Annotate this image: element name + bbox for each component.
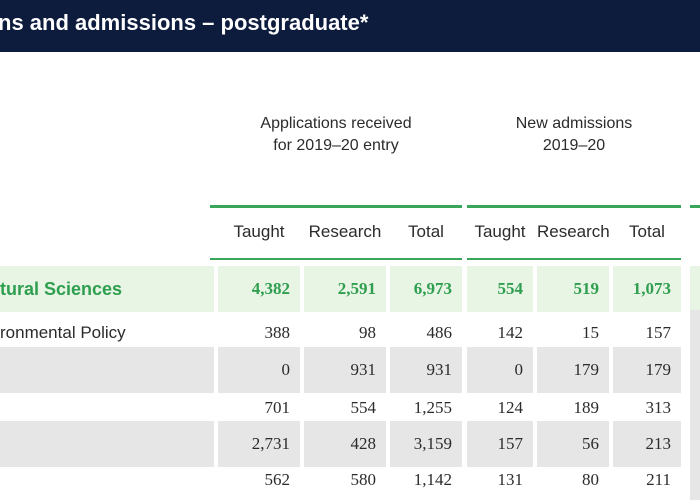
cell-adm-research: 179 — [573, 360, 600, 379]
table-row: 2,731 428 3,159 157 56 213 — [0, 421, 700, 467]
page-title: ns and admissions – postgraduate* — [0, 10, 369, 35]
table-row: 562 580 1,142 131 80 211 — [0, 457, 700, 503]
row-label-bg — [0, 347, 214, 393]
cell-app-research: 580 — [350, 470, 377, 489]
cell-app-total: 486 — [426, 323, 453, 342]
cell-adm-taught: 0 — [514, 360, 524, 379]
cell-adm-total: 1,073 — [632, 279, 671, 298]
table-row: ronmental Policy 388 98 486 142 15 157 — [0, 310, 700, 356]
col-header-app-research: Research — [308, 222, 382, 241]
group-header-applications-line2: for 2019–20 entry — [273, 137, 399, 154]
cell-adm-taught: 131 — [497, 470, 524, 489]
title-bar: ns and admissions – postgraduate* — [0, 0, 700, 52]
cell-bg — [218, 421, 300, 467]
cell-bg — [537, 347, 609, 393]
edge-accent — [690, 205, 700, 208]
cell-adm-taught: 157 — [497, 434, 524, 453]
table-row: 0 931 931 0 179 179 — [0, 347, 700, 393]
cell-app-total: 1,255 — [413, 398, 452, 417]
cell-adm-total: 213 — [645, 434, 672, 453]
cell-bg — [613, 421, 681, 467]
cell-bg — [304, 266, 386, 312]
col-header-app-total: Total — [408, 222, 444, 241]
cell-app-total: 931 — [426, 360, 453, 379]
cell-app-total: 3,159 — [413, 434, 452, 453]
col-header-adm-total: Total — [629, 222, 665, 241]
cell-adm-total: 157 — [645, 323, 672, 342]
header-rule-applications — [210, 258, 462, 260]
cell-app-total: 6,973 — [413, 279, 452, 298]
header-rule-admissions — [467, 258, 681, 260]
cell-bg — [467, 266, 533, 312]
table-row: tural Sciences 4,382 2,591 6,973 554 519… — [0, 266, 700, 312]
cell-bg — [218, 266, 300, 312]
cell-adm-research: 519 — [573, 279, 600, 298]
cell-app-taught: 4,382 — [251, 279, 290, 298]
row-label: ronmental Policy — [0, 323, 126, 342]
cell-bg — [613, 347, 681, 393]
cell-bg — [613, 266, 681, 312]
table-row: 701 554 1,255 124 189 313 — [0, 385, 700, 431]
cell-bg — [304, 421, 386, 467]
cell-app-research: 98 — [359, 323, 376, 342]
cell-app-taught: 2,731 — [251, 434, 290, 453]
col-header-adm-research: Research — [537, 222, 610, 241]
row-label: tural Sciences — [0, 279, 123, 299]
edge-accent — [690, 266, 700, 312]
cell-adm-research: 80 — [582, 470, 599, 489]
cell-bg — [218, 347, 300, 393]
cell-bg — [467, 347, 533, 393]
cell-bg — [537, 266, 609, 312]
cell-bg — [467, 421, 533, 467]
cell-app-total: 1,142 — [413, 470, 452, 489]
row-label-bg — [0, 421, 214, 467]
cell-bg — [390, 266, 462, 312]
cell-adm-taught: 142 — [497, 323, 524, 342]
group-rule-admissions — [467, 205, 681, 208]
cell-adm-taught: 124 — [497, 398, 524, 417]
cell-app-research: 428 — [350, 434, 377, 453]
cell-bg — [537, 421, 609, 467]
cell-app-taught: 0 — [281, 360, 291, 379]
cell-adm-research: 189 — [573, 398, 600, 417]
cell-app-research: 931 — [350, 360, 377, 379]
cell-adm-total: 313 — [645, 398, 672, 417]
cell-app-taught: 388 — [264, 323, 291, 342]
cell-bg — [390, 421, 462, 467]
cell-app-taught: 562 — [264, 470, 291, 489]
cell-adm-research: 56 — [582, 434, 599, 453]
group-header-applications: Applications received for 2019–20 entry — [210, 113, 462, 157]
row-label-bg — [0, 266, 214, 312]
cell-adm-taught: 554 — [497, 279, 524, 298]
cell-app-research: 554 — [350, 398, 377, 417]
group-header-admissions: New admissions 2019–20 — [467, 113, 681, 157]
group-rule-applications — [210, 205, 462, 208]
edge-accent — [690, 310, 700, 500]
cell-bg — [390, 347, 462, 393]
cell-app-research: 2,591 — [337, 279, 376, 298]
cell-adm-total: 179 — [645, 360, 672, 379]
group-header-admissions-line2: 2019–20 — [542, 137, 606, 154]
col-header-adm-taught: Taught — [474, 222, 526, 241]
cell-bg — [304, 347, 386, 393]
group-header-applications-line1: Applications received — [260, 115, 412, 132]
cell-app-taught: 701 — [264, 398, 291, 417]
group-header-admissions-line1: New admissions — [515, 115, 633, 132]
col-header-app-taught: Taught — [233, 222, 285, 241]
cell-adm-research: 15 — [582, 323, 599, 342]
cell-adm-total: 211 — [646, 470, 671, 489]
